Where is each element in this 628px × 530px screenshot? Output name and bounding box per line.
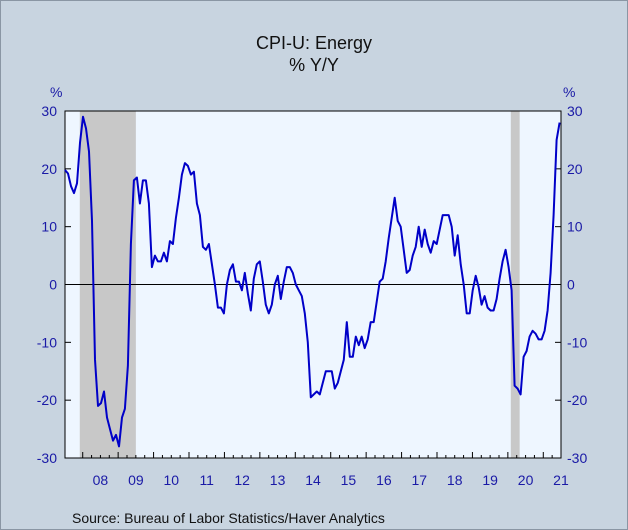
y-tick-label-right: -30: [567, 450, 587, 466]
x-tick-label: 08: [93, 472, 109, 488]
y-unit-right: %: [563, 84, 575, 100]
y-tick-label-left: -30: [37, 450, 57, 466]
x-tick-label: 21: [553, 472, 569, 488]
y-tick-label-right: 30: [567, 103, 583, 119]
x-tick-label: 13: [270, 472, 286, 488]
y-tick-label-right: 0: [567, 277, 575, 293]
x-tick-label: 20: [518, 472, 534, 488]
x-tick-label: 18: [447, 472, 463, 488]
x-tick-label: 09: [128, 472, 144, 488]
y-tick-label-left: -10: [37, 334, 57, 350]
x-tick-label: 11: [199, 472, 214, 488]
y-tick-label-left: -20: [37, 392, 57, 408]
y-unit-left: %: [50, 84, 62, 100]
y-tick-label-right: 10: [567, 219, 583, 235]
y-tick-label-right: -20: [567, 392, 587, 408]
x-tick-label: 10: [163, 472, 179, 488]
chart-subtitle: % Y/Y: [289, 55, 339, 75]
y-tick-label-right: -10: [567, 334, 587, 350]
x-tick-label: 15: [341, 472, 357, 488]
x-tick-label: 14: [305, 472, 321, 488]
y-tick-label-right: 20: [567, 161, 583, 177]
x-tick-label: 19: [482, 472, 498, 488]
series-line: [64, 115, 561, 448]
source-note: Source: Bureau of Labor Statistics/Haver…: [72, 510, 385, 526]
plot-area: 30 30 20 20 10 10 0 0 -10 -10 -20 -20 -30 -30 08 09 10 11…: [37, 103, 588, 488]
x-tick-label: 12: [234, 472, 250, 488]
y-tick-label-left: 0: [49, 277, 57, 293]
x-tick-label: 16: [376, 472, 392, 488]
chart-title: CPI-U: Energy: [256, 33, 372, 53]
x-tick-label: 17: [411, 472, 427, 488]
y-tick-label-left: 30: [41, 103, 57, 119]
y-tick-label-left: 10: [41, 219, 57, 235]
y-tick-label-left: 20: [41, 161, 57, 177]
